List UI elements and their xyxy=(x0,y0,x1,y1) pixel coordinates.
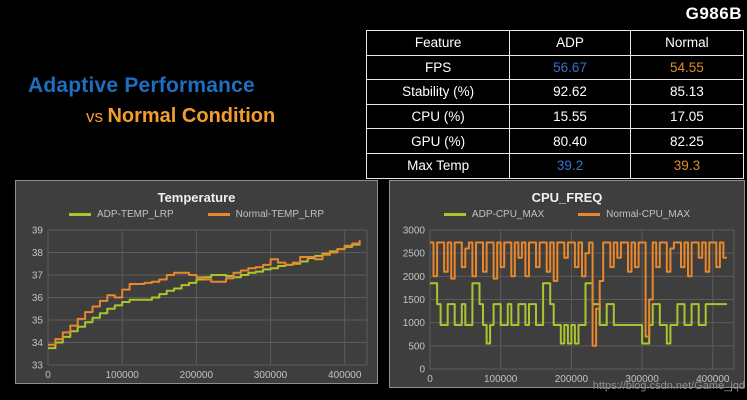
title-normal-condition: Normal Condition xyxy=(107,105,276,127)
x-axis-tick-label: 300000 xyxy=(625,374,659,385)
temperature-legend: ADP-TEMP_LRP Normal-TEMP_LRP xyxy=(68,209,325,220)
cpu-freq-chart: 3000 2500 2000 1500 1000 500 00 100000 200000 300… xyxy=(403,226,735,385)
y-axis-tick-label: 34 xyxy=(32,338,44,349)
row-cpu-normal: 17.05 xyxy=(629,103,745,130)
series-line-ADP-CPU_MAX xyxy=(430,282,727,345)
x-axis-tick-label: 200000 xyxy=(555,374,589,385)
y-axis-tick-label: 37 xyxy=(32,271,44,282)
title-second-line: vs Normal Condition xyxy=(28,105,275,128)
legend-line-swatch xyxy=(578,213,601,216)
legend-label: ADP-CPU_MAX xyxy=(471,209,545,220)
legend-item-Normal-TEMP_LRP: Normal-TEMP_LRP xyxy=(207,209,325,220)
watermark-url: https://blog.csdn.net/Game_jqd xyxy=(592,380,745,392)
series-line-Normal-CPU_MAX xyxy=(430,241,727,347)
series-line-Normal-TEMP_LRP xyxy=(48,240,361,346)
comparison-table: Feature ADP Normal FPS 56.67 54.55 Stabi… xyxy=(365,30,745,179)
table-header-row: Feature ADP Normal xyxy=(365,30,745,56)
cpu-freq-chart-title: CPU_FREQ xyxy=(531,190,603,205)
y-axis-tick-label: 36 xyxy=(32,293,44,304)
legend-item-ADP-CPU_MAX: ADP-CPU_MAX xyxy=(443,209,545,220)
row-fps-adp: 56.67 xyxy=(509,54,631,81)
legend-line-swatch xyxy=(207,213,230,216)
legend-item-Normal-CPU_MAX: Normal-CPU_MAX xyxy=(578,209,690,220)
temperature-chart: 39 38 37 36 35 34 330 100000 200000 300000 400000 xyxy=(32,226,368,381)
header-adp: ADP xyxy=(509,30,631,56)
legend-label: Normal-TEMP_LRP xyxy=(235,209,325,220)
row-stability-normal: 85.13 xyxy=(629,79,745,105)
y-axis-tick-label: 1500 xyxy=(403,295,426,306)
page-title: Adaptive Performance vs Normal Condition xyxy=(28,74,275,128)
temperature-panel: Temperature ADP-TEMP_LRP Normal-TEMP_LRP … xyxy=(15,180,378,384)
legend-line-swatch xyxy=(68,213,91,216)
y-axis-tick-label: 0 xyxy=(419,365,425,376)
legend-label: ADP-TEMP_LRP xyxy=(96,209,174,220)
row-cpu-adp: 15.55 xyxy=(509,103,631,130)
x-axis-tick-label: 0 xyxy=(45,370,51,381)
table-row: Max Temp 39.2 39.3 xyxy=(365,152,745,179)
y-axis-tick-label: 2500 xyxy=(403,249,426,260)
title-adaptive-performance: Adaptive Performance xyxy=(28,74,255,97)
legend-line-swatch xyxy=(443,213,466,216)
row-fps-label: FPS xyxy=(365,54,511,81)
row-gpu-label: GPU (%) xyxy=(365,128,511,154)
title-vs: vs xyxy=(86,107,103,126)
y-axis-tick-label: 1000 xyxy=(403,318,426,329)
x-axis-tick-label: 0 xyxy=(427,374,433,385)
legend-item-ADP-TEMP_LRP: ADP-TEMP_LRP xyxy=(68,209,174,220)
row-gpu-normal: 82.25 xyxy=(629,128,745,154)
row-maxtemp-label: Max Temp xyxy=(365,152,511,179)
cpu-freq-legend: ADP-CPU_MAX Normal-CPU_MAX xyxy=(443,209,690,220)
y-axis-tick-label: 35 xyxy=(32,316,44,327)
x-axis-tick-label: 100000 xyxy=(484,374,518,385)
x-axis-tick-label: 400000 xyxy=(696,374,730,385)
table-row: CPU (%) 15.55 17.05 xyxy=(365,103,745,130)
row-gpu-adp: 80.40 xyxy=(509,128,631,154)
x-axis-tick-label: 100000 xyxy=(105,370,139,381)
y-axis-tick-label: 39 xyxy=(32,226,44,237)
row-stability-label: Stability (%) xyxy=(365,79,511,105)
header-normal: Normal xyxy=(629,30,745,56)
row-maxtemp-normal: 39.3 xyxy=(629,152,745,179)
row-maxtemp-adp: 39.2 xyxy=(509,152,631,179)
x-axis-tick-label: 200000 xyxy=(180,370,214,381)
y-axis-tick-label: 2000 xyxy=(403,272,426,283)
row-fps-normal: 54.55 xyxy=(629,54,745,81)
table-row: Stability (%) 92.62 85.13 xyxy=(365,79,745,105)
table-row: GPU (%) 80.40 82.25 xyxy=(365,128,745,154)
y-axis-tick-label: 500 xyxy=(408,341,425,352)
y-axis-tick-label: 33 xyxy=(32,361,44,372)
x-axis-tick-label: 300000 xyxy=(254,370,288,381)
row-stability-adp: 92.62 xyxy=(509,79,631,105)
cpu-freq-panel: CPU_FREQ ADP-CPU_MAX Normal-CPU_MAX 3000 2… xyxy=(389,180,745,388)
device-label: G986B xyxy=(685,4,742,23)
legend-label: Normal-CPU_MAX xyxy=(606,209,691,220)
y-axis-tick-label: 38 xyxy=(32,248,44,259)
header-feature: Feature xyxy=(365,30,511,56)
temperature-chart-title: Temperature xyxy=(157,190,236,205)
row-cpu-label: CPU (%) xyxy=(365,103,511,130)
table-row: FPS 56.67 54.55 xyxy=(365,54,745,81)
y-axis-tick-label: 3000 xyxy=(403,226,426,237)
series-line-ADP-TEMP_LRP xyxy=(48,241,361,350)
x-axis-tick-label: 400000 xyxy=(328,370,362,381)
